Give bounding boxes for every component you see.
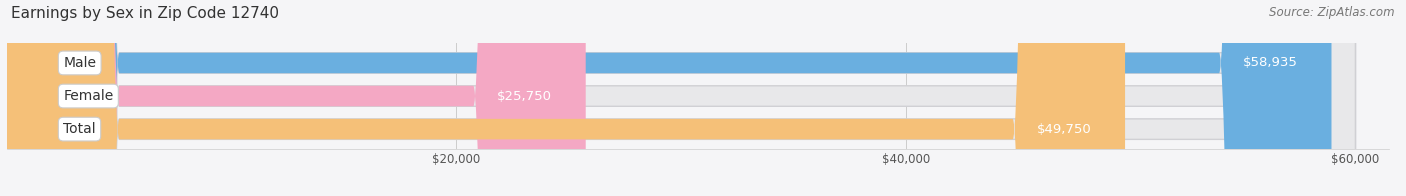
Text: Earnings by Sex in Zip Code 12740: Earnings by Sex in Zip Code 12740 (11, 6, 280, 21)
FancyBboxPatch shape (7, 0, 1355, 196)
FancyBboxPatch shape (7, 0, 1125, 196)
Text: Total: Total (63, 122, 96, 136)
Text: $25,750: $25,750 (496, 90, 553, 103)
Text: $58,935: $58,935 (1243, 56, 1298, 69)
Text: Male: Male (63, 56, 96, 70)
FancyBboxPatch shape (7, 0, 586, 196)
FancyBboxPatch shape (7, 0, 1355, 196)
FancyBboxPatch shape (7, 0, 1355, 196)
Text: $49,750: $49,750 (1036, 123, 1091, 136)
Text: Female: Female (63, 89, 114, 103)
Text: Source: ZipAtlas.com: Source: ZipAtlas.com (1270, 6, 1395, 19)
FancyBboxPatch shape (7, 0, 1331, 196)
